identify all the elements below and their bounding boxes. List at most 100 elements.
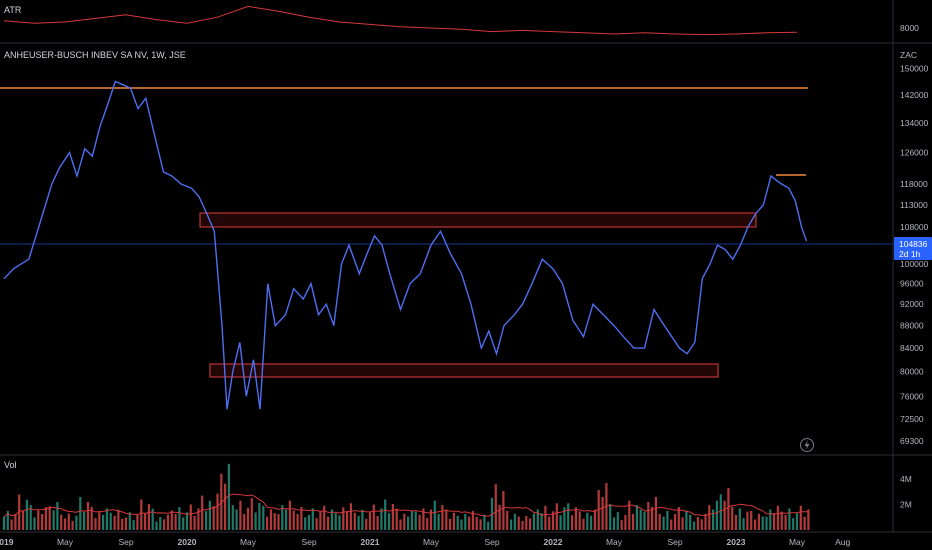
volume-bar <box>662 516 665 530</box>
time-tick-label: May <box>606 537 623 547</box>
volume-bar <box>128 512 131 530</box>
volume-bar <box>601 497 604 530</box>
atr-tick-label: 8000 <box>900 23 919 33</box>
volume-bar <box>384 499 387 530</box>
volume-bar <box>788 508 791 530</box>
price-axis[interactable]: 150000 142000 134000 126000 118000 113000 1080… <box>900 63 929 446</box>
resistance-zone-upper[interactable] <box>199 212 757 228</box>
volume-legend: Vol <box>4 460 17 470</box>
volume-bar <box>342 507 345 530</box>
volume-bar <box>75 515 78 530</box>
time-tick-label: 2021 <box>361 537 380 547</box>
volume-bar <box>773 513 776 530</box>
time-tick-label: Aug <box>835 537 850 547</box>
price-tick-label: 88000 <box>900 321 924 331</box>
volume-bar <box>33 517 36 530</box>
price-tick-label: 84000 <box>900 343 924 353</box>
price-tick-label: 142000 <box>900 90 929 100</box>
price-tick-label: 108000 <box>900 222 929 232</box>
support-zone-lower[interactable] <box>209 363 719 378</box>
volume-bar <box>540 513 543 530</box>
volume-bar <box>178 507 181 530</box>
volume-bar <box>532 513 535 530</box>
volume-bar <box>105 508 108 530</box>
time-tick-label: 2023 <box>727 537 746 547</box>
volume-bar <box>250 498 253 530</box>
volume-bar <box>170 510 173 530</box>
time-tick-label: 2020 <box>178 537 197 547</box>
price-tick-label: 76000 <box>900 391 924 401</box>
volume-bar <box>456 515 459 530</box>
volume-bar <box>140 499 143 530</box>
volume-bar <box>266 516 269 530</box>
volume-bar <box>750 510 753 530</box>
volume-bar <box>185 512 189 530</box>
volume-bar <box>731 506 734 530</box>
volume-bar <box>666 510 669 530</box>
volume-bar <box>586 512 589 530</box>
volume-bar <box>311 508 314 530</box>
volume-bar <box>388 513 391 530</box>
volume-bar <box>338 515 341 530</box>
volume-bar <box>510 519 513 530</box>
volume-bar <box>159 517 162 530</box>
volume-bar <box>426 518 429 530</box>
time-axis[interactable]: 2019 May Sep 2020 May Sep 2021 May Sep 2022 May Sep… <box>0 537 851 547</box>
volume-bar <box>136 514 139 530</box>
volume-bar <box>63 518 67 530</box>
volume-bar <box>403 513 406 530</box>
volume-bar <box>803 516 806 530</box>
volume-bar <box>243 513 246 530</box>
volume-bar <box>376 516 379 530</box>
volume-bar <box>437 513 440 530</box>
volume-bar <box>296 514 299 530</box>
time-tick-label: May <box>423 537 440 547</box>
volume-bar <box>304 517 307 530</box>
volume-bar <box>395 508 398 530</box>
price-tick-label: 92000 <box>900 299 924 309</box>
volume-bar <box>567 503 570 530</box>
volume-tick-label: 4M <box>900 474 912 484</box>
price-tick-label: 118000 <box>900 179 928 189</box>
time-tick-label: May <box>57 537 74 547</box>
volume-axis: 4M 2M <box>900 474 912 509</box>
volume-bar <box>761 516 764 530</box>
volume-bar <box>10 519 13 530</box>
volume-bar <box>25 499 28 530</box>
price-line <box>3 80 808 410</box>
volume-bar <box>506 510 509 530</box>
volume-bar <box>197 508 200 530</box>
volume-bar <box>147 504 150 530</box>
volume-bar <box>124 517 128 530</box>
volume-bar <box>433 500 436 530</box>
volume-bar <box>52 510 55 530</box>
volume-bar <box>559 515 562 530</box>
volume-bar <box>174 514 177 530</box>
volume-bar <box>357 515 360 530</box>
lightning-icon[interactable] <box>800 438 814 452</box>
volume-bar <box>163 519 166 530</box>
volume-bar <box>29 505 32 530</box>
volume-bar <box>441 505 444 530</box>
volume-bar <box>582 518 585 530</box>
volume-bar <box>757 513 760 530</box>
volume-bar <box>372 504 375 530</box>
volume-bar <box>651 506 654 530</box>
volume-bar <box>189 504 192 530</box>
volume-bar <box>151 508 154 530</box>
volume-bars <box>2 463 810 530</box>
volume-bar <box>208 500 211 530</box>
volume-bar <box>704 513 707 530</box>
volume-bar <box>693 521 696 530</box>
volume-bar <box>727 488 730 530</box>
volume-bar <box>182 517 185 530</box>
volume-bar <box>578 511 581 530</box>
volume-bar <box>22 510 25 530</box>
volume-bar <box>391 504 394 530</box>
volume-bar <box>738 508 741 530</box>
volume-bar <box>521 520 524 530</box>
time-tick-label: May <box>240 537 257 547</box>
volume-bar <box>323 505 326 530</box>
volume-bar <box>475 517 478 530</box>
